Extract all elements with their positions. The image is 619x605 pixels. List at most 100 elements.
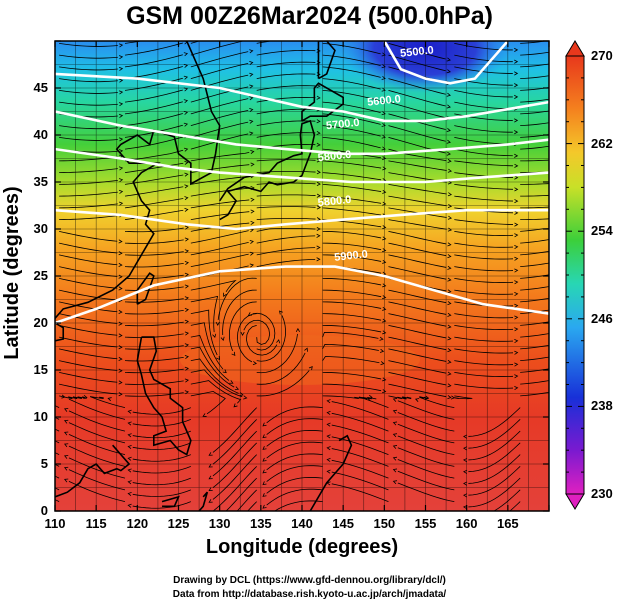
streamline (388, 160, 447, 171)
streamline (322, 101, 381, 114)
colorbar-tick-label: 270 (591, 48, 613, 63)
streamline-arrow (382, 306, 387, 311)
streamline (362, 396, 389, 408)
streamline-arrow (463, 469, 468, 474)
streamline-arrow (447, 168, 453, 173)
streamline-arrow (326, 469, 331, 474)
streamline (454, 172, 514, 178)
streamline-arrow (0, 431, 2, 434)
streamline (256, 159, 316, 162)
streamline-arrow (316, 193, 321, 198)
streamline-arrow (118, 43, 124, 48)
streamline-arrow (514, 256, 519, 261)
streamline-arrow (118, 137, 124, 142)
streamline (59, 383, 118, 395)
streamline-arrow (184, 184, 189, 189)
streamline (520, 194, 549, 197)
streamline (331, 448, 389, 467)
streamline-arrow (514, 222, 519, 227)
streamline (454, 195, 514, 202)
streamline-arrow (250, 209, 255, 214)
streamline (454, 89, 513, 98)
streamline-arrow (316, 41, 317, 42)
streamline-arrow (580, 44, 583, 47)
streamline-arrow (446, 151, 451, 156)
streamline-arrow (183, 99, 189, 104)
streamline-arrow (208, 487, 213, 491)
streamline (59, 78, 118, 83)
streamline-arrow (118, 55, 124, 60)
streamline (454, 336, 514, 342)
streamline (388, 242, 447, 257)
warm-band (180, 335, 420, 385)
streamline-arrow (127, 480, 132, 485)
streamline (388, 230, 447, 245)
streamline-arrow (382, 283, 387, 288)
streamline (217, 277, 257, 321)
streamline (322, 277, 382, 286)
streamline-arrow (249, 84, 254, 89)
streamline (59, 324, 118, 336)
streamline (190, 322, 224, 370)
streamline-arrow (381, 134, 386, 139)
streamline (228, 301, 257, 351)
streamline-arrow (240, 331, 245, 337)
streamline-arrow (316, 158, 321, 163)
streamline (388, 54, 446, 72)
streamline-arrow (208, 499, 213, 503)
contour-label: 5900.0 (334, 248, 369, 263)
streamline (59, 254, 118, 266)
streamline (256, 61, 316, 68)
streamline (132, 407, 191, 415)
streamline-arrow (118, 321, 123, 326)
streamline (124, 227, 184, 233)
streamline (55, 499, 60, 502)
streamline (520, 145, 549, 150)
streamline-arrow (326, 481, 331, 486)
streamline-arrow (229, 380, 234, 384)
streamline (124, 124, 183, 138)
streamline (520, 110, 549, 115)
streamline (509, 501, 521, 511)
streamline-arrow (316, 119, 321, 124)
streamline-arrow (304, 347, 308, 352)
streamline (190, 369, 243, 398)
streamline-arrow (127, 445, 132, 450)
colorbar (565, 40, 585, 510)
streamline (124, 239, 184, 244)
streamline (124, 392, 184, 397)
streamline-arrow (580, 32, 583, 35)
streamline (59, 101, 118, 106)
streamline (68, 433, 126, 455)
streamline (256, 194, 316, 197)
streamline (331, 412, 389, 432)
streamline (520, 98, 549, 103)
contour-label: 5700.0 (325, 117, 360, 132)
x-tick-label: 115 (85, 516, 107, 531)
streamline-arrow (118, 66, 124, 71)
streamline (89, 396, 126, 408)
streamline (212, 430, 258, 477)
streamline (59, 125, 118, 130)
axis-tickmarks (54, 40, 550, 512)
y-tick-label: 5 (40, 456, 48, 471)
streamline-arrow (118, 149, 124, 154)
streamline-arrow (367, 397, 372, 402)
streamline-arrow (326, 446, 331, 451)
streamline (388, 42, 446, 60)
streamline-arrow (64, 443, 69, 448)
streamline-arrow (447, 336, 452, 341)
streamline (256, 352, 306, 385)
contour-labels: 5500.0 5600.0 5700.0 5800.0 5800.0 5900.0 (317, 44, 434, 263)
streamline (246, 324, 278, 356)
streamline (237, 313, 257, 363)
streamline (454, 242, 514, 248)
streamline-arrow (382, 259, 387, 264)
streamline (256, 97, 316, 103)
streamline-arrow (262, 493, 267, 497)
streamline (212, 419, 258, 465)
streamline (59, 266, 118, 277)
streamline (520, 250, 549, 256)
streamline-arrow (118, 189, 124, 194)
streamline-arrow (447, 180, 453, 185)
